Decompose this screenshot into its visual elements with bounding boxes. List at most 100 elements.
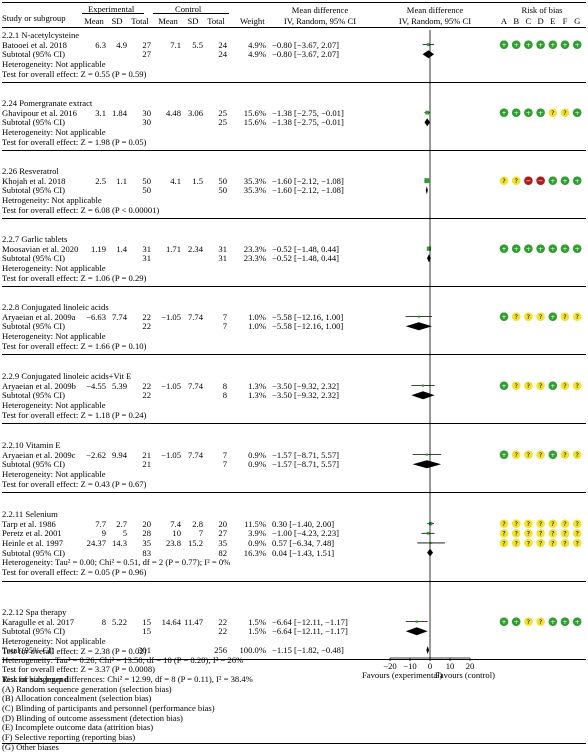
c-sd: 7.74 [187,449,203,460]
rob-symbol: ? [502,177,505,185]
rob-dot [536,40,545,49]
group-separator [2,82,586,84]
rob-symbol: ? [563,539,566,547]
rob-symbol: + [501,313,506,321]
subtotal-ci-text: −1.38 [−2.75, −0.01] [272,117,344,128]
x-tick-label: −10 [403,661,416,671]
c-total: 31 [218,243,227,254]
c-sd: 7.74 [187,311,203,322]
header-rule [2,27,586,28]
subtotal-weight: 15.6% [243,117,266,128]
study-name: Ghavipour et al. 2016 [2,107,77,118]
e-total: 27 [142,39,151,50]
bottom-rule [2,743,586,744]
experimental-underline [82,13,144,14]
rob-symbol: ? [539,313,542,321]
group-note: Heterogeneity: Not applicable [2,262,106,273]
group-note: Test for overall effect: Z = 0.55 (P = 0… [2,68,147,79]
rob-dot [511,40,521,49]
rob-dot [560,381,570,390]
total-weight: 100.0% [239,645,267,655]
study-name: Khojah et al. 2018 [2,175,66,186]
c-sd: 1.5 [192,175,203,186]
group-title: 2.2.9 Conjugated linoleic acids+Vit E [2,371,132,381]
study-name: Batooei et al. 2018 [2,39,67,50]
subtotal-weight: 1.3% [248,390,266,401]
footer-note: Test for overall effect: Z = 3.37 (P = 0… [2,664,155,675]
rob-dot [511,176,521,185]
rob-symbol: ? [563,520,566,528]
group-separator [2,218,586,220]
favours-right-label: Favours (control) [435,670,495,680]
e-sd: 1.1 [116,175,127,186]
rob-dot [536,538,545,548]
header-experimental: Experimental [88,4,135,14]
rob-dot [572,529,582,538]
subtotal-label: Subtotal (95% CI) [2,626,66,637]
header-c-total: Total [207,16,225,26]
subtotal-ci-text: −6.64 [−12.11, −1.17] [272,626,348,637]
rob-dot [560,176,570,185]
e-sd: 7.74 [111,311,127,322]
ci-text: −6.64 [−12.11, −1.17] [272,616,348,627]
rob-symbol: + [526,245,531,253]
rob-symbol: ? [575,520,578,528]
e-total: 22 [142,380,151,391]
subtotal-weight: 0.9% [248,459,266,470]
e-mean: 2.5 [95,175,106,186]
rob-symbol: ? [527,451,530,459]
point-estimate [426,43,430,47]
e-total: 30 [142,107,151,118]
e-sd: 14.3 [111,537,127,548]
rob-symbol: ? [563,530,566,538]
point-estimate [426,246,432,251]
weight: 23.3% [243,243,266,254]
rob-letter: A [500,16,508,26]
subtotal-label: Subtotal (95% CI) [2,321,66,332]
rob-dot [499,381,509,390]
top-rule [2,2,586,3]
subtotal-diamond [412,460,442,469]
e-sd: 9.94 [111,449,127,460]
c-mean: 4.1 [170,175,181,186]
rob-dot [511,519,521,528]
point-estimate [430,541,433,545]
rob-dot [524,381,533,390]
rob-symbol: ? [575,539,578,547]
rob-symbol: ? [539,539,542,547]
rob-dot [548,108,558,117]
header-md-4: IV, Random, 95% CI [398,16,472,26]
rob-dot [536,244,545,253]
subtotal-ci-text: 0.04 [−1.43, 1.51] [272,547,335,558]
header-md-3: Mean difference [406,5,464,15]
legend-item: (B) Allocation concealment (selection bi… [2,693,152,704]
rob-dot [536,108,545,117]
e-mean: −6.63 [86,311,106,322]
group-title: 2.2.8 Conjugated linoleic acids [2,302,109,312]
rob-symbol: ? [563,451,566,459]
favours-left-label: Favours (experimental) [362,670,443,680]
rob-dot [499,538,509,548]
subtotal-ci-text: −0.80 [−3.67, 2.07] [272,49,339,60]
study-name: Aryaeian et al. 2009b [2,380,76,391]
e-sd: 5.22 [111,616,127,627]
rob-symbol: ? [575,530,578,538]
e-total: 28 [142,528,151,539]
group-note: Heterogeneity: Not applicable [2,635,106,646]
total-c-total: 256 [214,645,227,655]
e-sd: 5.39 [111,380,127,391]
rob-dot [548,529,558,538]
rob-dot [548,381,558,390]
rob-dot [560,108,570,117]
rob-letter: C [525,16,532,26]
rob-symbol: + [526,41,531,49]
group-title: 2.2.10 Vitamin E [2,440,61,450]
total-ci-text: −1.15 [−1.82, −0.48] [272,645,344,655]
group-separator [2,580,586,582]
rob-symbol: ? [539,618,542,626]
rob-symbol: ? [527,313,530,321]
group-title: 2.24 Pomergranate extract [2,98,93,108]
rob-symbol: ? [539,451,542,459]
total-diamond [426,646,430,654]
subtotal-diamond [405,322,432,331]
